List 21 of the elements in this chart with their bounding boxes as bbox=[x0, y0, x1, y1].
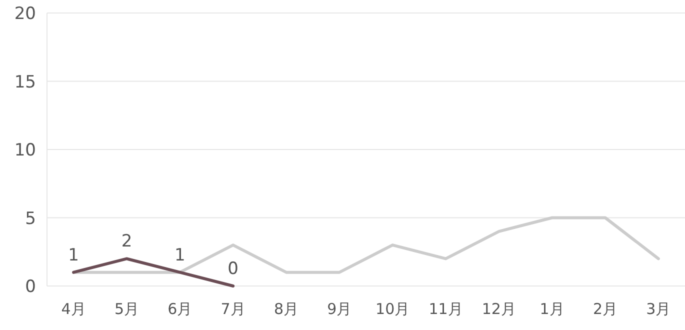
x-tick-label: 9月 bbox=[327, 300, 352, 318]
x-tick-label: 7月 bbox=[220, 300, 246, 318]
x-tick-label: 8月 bbox=[274, 300, 299, 318]
data-label: 1 bbox=[174, 245, 186, 266]
x-tick-label: 12月 bbox=[482, 300, 516, 318]
x-tick-label: 5月 bbox=[114, 300, 140, 318]
x-tick-label: 1月 bbox=[540, 300, 564, 318]
y-tick-label: 5 bbox=[25, 208, 36, 229]
y-tick-label: 10 bbox=[14, 140, 36, 160]
data-label: 1 bbox=[68, 245, 79, 266]
x-tick-label: 2月 bbox=[592, 300, 618, 318]
y-tick-label: 20 bbox=[14, 4, 36, 24]
x-tick-label: 3月 bbox=[646, 300, 671, 318]
y-tick-label: 15 bbox=[14, 72, 36, 92]
x-tick-label: 10月 bbox=[376, 300, 410, 318]
data-label: 2 bbox=[121, 232, 132, 252]
x-tick-label: 4月 bbox=[61, 300, 86, 318]
y-tick-label: 0 bbox=[25, 277, 36, 297]
x-tick-label: 6月 bbox=[168, 300, 192, 318]
x-tick-label: 11月 bbox=[428, 300, 463, 318]
data-label: 0 bbox=[228, 259, 238, 279]
